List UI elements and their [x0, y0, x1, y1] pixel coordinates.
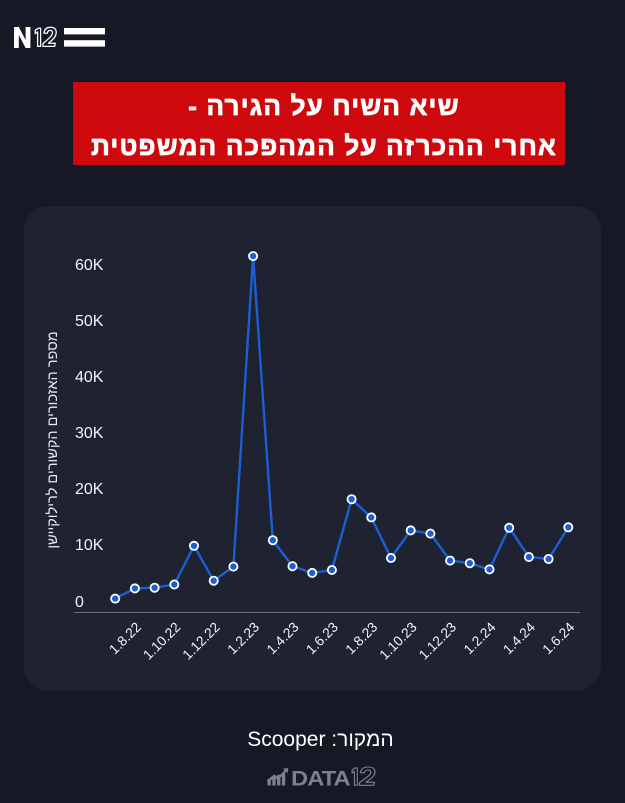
svg-text:0: 0	[75, 594, 84, 611]
svg-text:1.8.22: 1.8.22	[106, 620, 144, 658]
svg-text:1.2.24: 1.2.24	[461, 619, 499, 657]
svg-text:1.4.24: 1.4.24	[500, 619, 538, 657]
svg-text:1.10.22: 1.10.22	[140, 620, 183, 663]
svg-text:60K: 60K	[75, 257, 104, 274]
svg-text:50K: 50K	[75, 313, 104, 330]
svg-text:1.8.23: 1.8.23	[343, 619, 381, 657]
svg-text:10K: 10K	[75, 537, 104, 554]
svg-text:20K: 20K	[75, 481, 104, 498]
svg-text:30K: 30K	[75, 425, 104, 442]
svg-text:1.6.24: 1.6.24	[540, 619, 578, 657]
svg-text:1.4.23: 1.4.23	[264, 619, 302, 657]
svg-text:1.12.22: 1.12.22	[180, 620, 223, 663]
svg-text:DATA: DATA	[291, 767, 350, 789]
svg-text:1.6.23: 1.6.23	[303, 619, 341, 657]
svg-text:1.12.23: 1.12.23	[416, 619, 459, 662]
svg-text:40K: 40K	[75, 369, 104, 386]
svg-text:1.10.23: 1.10.23	[377, 619, 420, 662]
svg-text:1.2.23: 1.2.23	[224, 619, 262, 657]
svg-text:מספר האזכורים הקשורים לרילוקיי: מספר האזכורים הקשורים לרילוקיישן	[44, 331, 61, 548]
